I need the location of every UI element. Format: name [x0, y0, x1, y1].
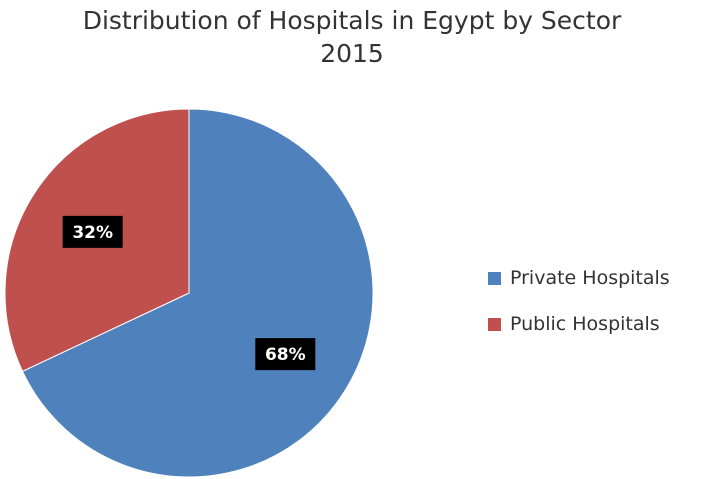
chart-subtitle-year: 2015 — [320, 39, 384, 68]
data-label-box — [62, 215, 123, 248]
legend-label-private: Private Hospitals — [510, 267, 670, 289]
legend-item-private: Private Hospitals — [488, 266, 670, 290]
chart-legend: Private Hospitals Public Hospitals — [488, 266, 670, 358]
legend-label-public: Public Hospitals — [510, 313, 660, 335]
data-label-text: 32% — [72, 223, 113, 243]
pie-data-labels: 68% 32% — [62, 215, 316, 371]
data-label-public-hospitals: 32% — [62, 215, 123, 248]
legend-swatch-public — [488, 317, 501, 331]
legend-item-public: Public Hospitals — [488, 312, 670, 336]
chart-title: Distribution of Hospitals in Egypt by Se… — [0, 4, 704, 70]
data-label-box — [255, 338, 316, 371]
data-label-private-hospitals: 68% — [255, 338, 316, 371]
chart-title-main: Distribution of Hospitals in Egypt by Se… — [82, 6, 622, 35]
legend-swatch-private — [488, 271, 501, 285]
pie-slice-private-hospitals — [21, 108, 374, 478]
pie-slices — [4, 108, 374, 478]
data-label-text: 68% — [265, 345, 306, 365]
